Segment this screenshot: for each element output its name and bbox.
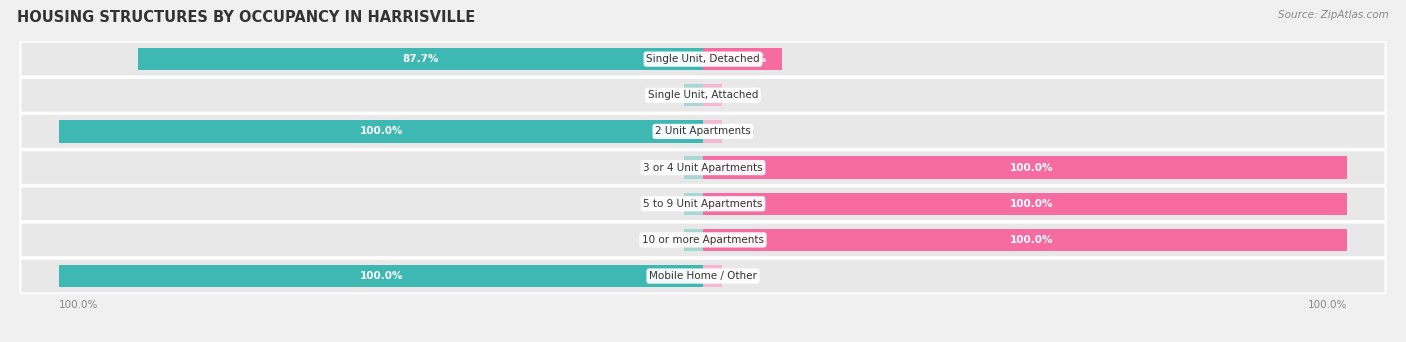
Text: 100.0%: 100.0% [1308, 300, 1347, 310]
Bar [703, 265, 723, 287]
Bar [59, 120, 703, 143]
Text: Mobile Home / Other: Mobile Home / Other [650, 271, 756, 281]
FancyBboxPatch shape [20, 114, 1386, 149]
Bar [703, 48, 782, 70]
Text: 12.3%: 12.3% [731, 54, 768, 64]
Text: 100.0%: 100.0% [1010, 199, 1053, 209]
Text: 100.0%: 100.0% [1010, 162, 1053, 173]
Text: 0.0%: 0.0% [728, 90, 755, 100]
Text: 3 or 4 Unit Apartments: 3 or 4 Unit Apartments [643, 162, 763, 173]
Bar [703, 156, 1347, 179]
Text: 100.0%: 100.0% [360, 271, 402, 281]
Bar [703, 84, 723, 106]
Legend: Owner-occupied, Renter-occupied: Owner-occupied, Renter-occupied [583, 340, 823, 342]
Bar [683, 229, 703, 251]
Text: 100.0%: 100.0% [59, 300, 98, 310]
Text: 0.0%: 0.0% [728, 127, 755, 136]
FancyBboxPatch shape [20, 42, 1386, 77]
Text: 2 Unit Apartments: 2 Unit Apartments [655, 127, 751, 136]
Bar [703, 229, 1347, 251]
FancyBboxPatch shape [20, 186, 1386, 221]
Text: Single Unit, Attached: Single Unit, Attached [648, 90, 758, 100]
Text: 0.0%: 0.0% [651, 162, 678, 173]
Text: 0.0%: 0.0% [651, 199, 678, 209]
FancyBboxPatch shape [20, 150, 1386, 185]
Bar [683, 156, 703, 179]
Bar [703, 193, 1347, 215]
Text: 100.0%: 100.0% [360, 127, 402, 136]
Bar [59, 265, 703, 287]
Text: Source: ZipAtlas.com: Source: ZipAtlas.com [1278, 10, 1389, 20]
Text: 0.0%: 0.0% [651, 90, 678, 100]
Text: HOUSING STRUCTURES BY OCCUPANCY IN HARRISVILLE: HOUSING STRUCTURES BY OCCUPANCY IN HARRI… [17, 10, 475, 25]
FancyBboxPatch shape [20, 78, 1386, 113]
FancyBboxPatch shape [20, 223, 1386, 257]
Text: 87.7%: 87.7% [402, 54, 439, 64]
Bar [703, 120, 723, 143]
Text: 0.0%: 0.0% [651, 235, 678, 245]
Bar [683, 193, 703, 215]
FancyBboxPatch shape [20, 259, 1386, 293]
Text: Single Unit, Detached: Single Unit, Detached [647, 54, 759, 64]
Bar [683, 84, 703, 106]
Text: 5 to 9 Unit Apartments: 5 to 9 Unit Apartments [644, 199, 762, 209]
Text: 0.0%: 0.0% [728, 271, 755, 281]
Text: 100.0%: 100.0% [1010, 235, 1053, 245]
Bar [138, 48, 703, 70]
Text: 10 or more Apartments: 10 or more Apartments [643, 235, 763, 245]
